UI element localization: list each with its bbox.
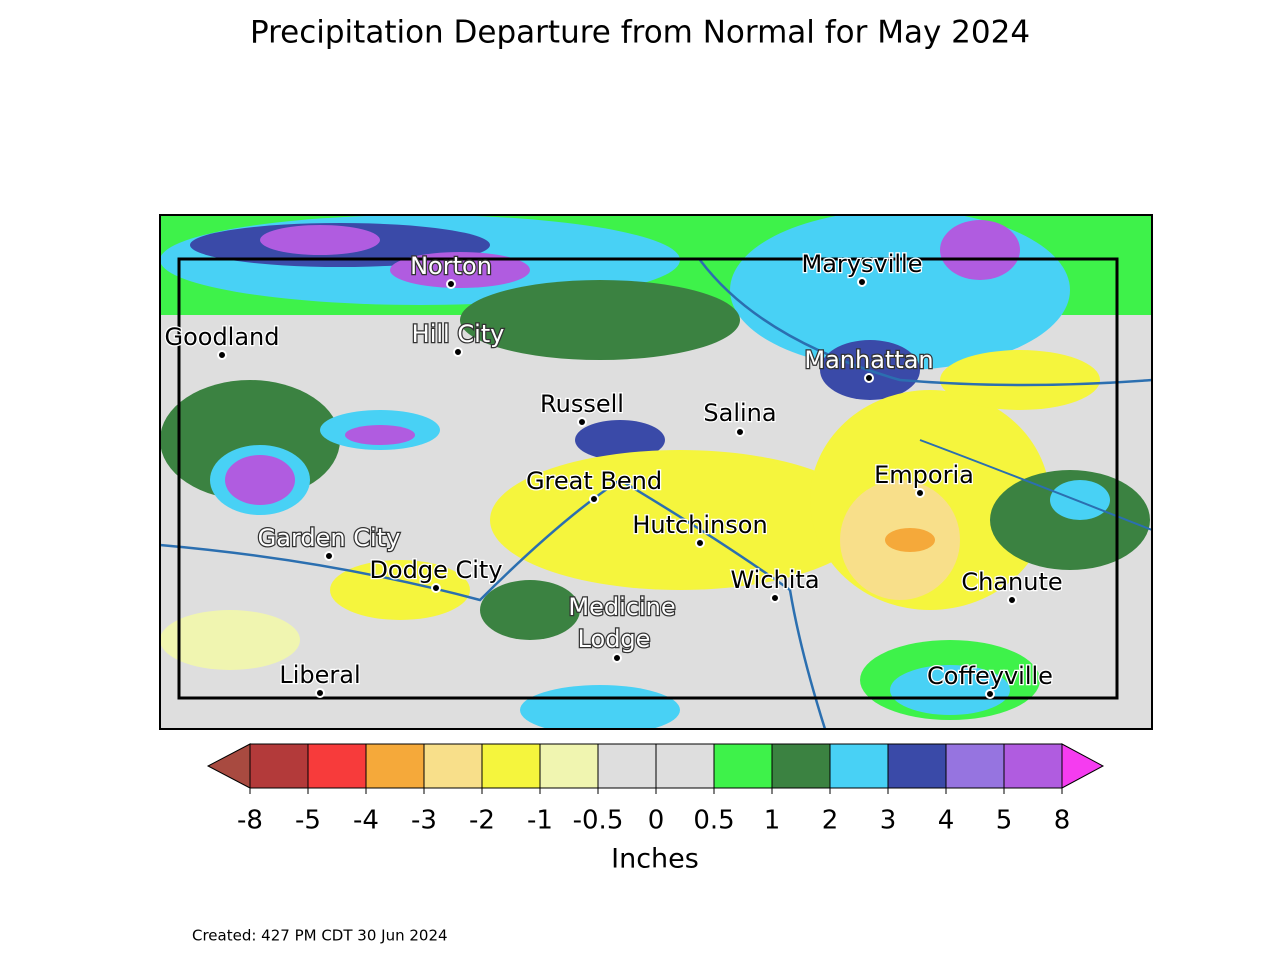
colorbar-extend-high bbox=[1061, 743, 1105, 789]
city-dot bbox=[985, 689, 995, 699]
colorbar-tick-label: -4 bbox=[353, 806, 379, 836]
colorbar-tick-label: 0.5 bbox=[693, 806, 734, 836]
colorbar-tick-label: 2 bbox=[822, 806, 839, 836]
city-dot bbox=[446, 279, 456, 289]
city-label: Coffeyville bbox=[927, 662, 1053, 690]
colorbar-tick-label: 3 bbox=[880, 806, 897, 836]
cities: Norton Marysville Goodland Hill City Man… bbox=[163, 249, 1064, 699]
colorbar-segment bbox=[249, 743, 309, 789]
city-label: Russell bbox=[540, 390, 624, 418]
colorbar-segment bbox=[307, 743, 367, 789]
colorbar-segment bbox=[829, 743, 889, 789]
city-dot bbox=[857, 277, 867, 287]
city-dot bbox=[864, 373, 874, 383]
city-dot bbox=[315, 688, 325, 698]
city-dot bbox=[431, 583, 441, 593]
city-label: Hutchinson bbox=[632, 511, 767, 539]
title: Precipitation Departure from Normal for … bbox=[250, 15, 1030, 51]
colorbar-segment bbox=[365, 743, 425, 789]
city-label: Hill City bbox=[412, 320, 505, 348]
city-dot bbox=[324, 551, 334, 561]
city-dot bbox=[770, 593, 780, 603]
colorbar: -8 -5 -4 -3 -2 -1 -0.5 0 0.5 1 2 3 4 5 8 bbox=[206, 743, 1105, 836]
precip-field bbox=[160, 215, 1152, 729]
city-dot bbox=[612, 653, 622, 663]
city-label: Liberal bbox=[279, 661, 360, 689]
colorbar-segment bbox=[597, 743, 657, 789]
state-border bbox=[177, 257, 1119, 700]
map-frame bbox=[159, 214, 1153, 730]
colorbar-tick-label: -2 bbox=[469, 806, 495, 836]
city-label: Marysville bbox=[802, 250, 923, 278]
colorbar-tick-label: 5 bbox=[996, 806, 1013, 836]
colorbar-label: Inches bbox=[611, 844, 699, 875]
city-label: Medicine bbox=[568, 593, 675, 621]
city-label: Garden City bbox=[258, 524, 401, 552]
city-dot bbox=[589, 494, 599, 504]
colorbar-segment bbox=[539, 743, 599, 789]
colorbar-segment bbox=[481, 743, 541, 789]
city-label: Manhattan bbox=[804, 346, 933, 374]
city-label: Salina bbox=[703, 399, 776, 427]
city-dot bbox=[1007, 595, 1017, 605]
city-label: Emporia bbox=[874, 461, 974, 489]
colorbar-tick-label: -0.5 bbox=[573, 806, 624, 836]
city-label: Goodland bbox=[164, 323, 279, 351]
city-dot bbox=[695, 538, 705, 548]
colorbar-tick-label: 4 bbox=[938, 806, 955, 836]
city-label: Dodge City bbox=[369, 556, 502, 584]
colorbar-segment bbox=[945, 743, 1005, 789]
colorbar-segment bbox=[771, 743, 831, 789]
colorbar-tick-label: -8 bbox=[237, 806, 263, 836]
colorbar-segment bbox=[655, 743, 715, 789]
city-label: Great Bend bbox=[526, 467, 662, 495]
city-dot bbox=[915, 488, 925, 498]
colorbar-segment bbox=[887, 743, 947, 789]
colorbar-tick-label: 1 bbox=[764, 806, 781, 836]
city-label: Lodge bbox=[578, 625, 651, 653]
colorbar-tick-label: -1 bbox=[527, 806, 553, 836]
colorbar-segment bbox=[423, 743, 483, 789]
colorbar-extend-low bbox=[206, 743, 251, 789]
footer: Created: 427 PM CDT 30 Jun 2024 bbox=[192, 927, 448, 945]
city-dot bbox=[217, 350, 227, 360]
colorbar-tick-label: 8 bbox=[1054, 806, 1071, 836]
city-label: Norton bbox=[410, 252, 492, 280]
colorbar-segment bbox=[713, 743, 773, 789]
city-dot bbox=[453, 347, 463, 357]
colorbar-tick-label: -5 bbox=[295, 806, 321, 836]
colorbar-segment bbox=[1003, 743, 1063, 789]
city-dot bbox=[577, 417, 587, 427]
city-dot bbox=[735, 427, 745, 437]
colorbar-tick-label: 0 bbox=[648, 806, 665, 836]
city-label: Chanute bbox=[961, 568, 1062, 596]
city-label: Wichita bbox=[730, 566, 819, 594]
colorbar-tick-label: -3 bbox=[411, 806, 437, 836]
